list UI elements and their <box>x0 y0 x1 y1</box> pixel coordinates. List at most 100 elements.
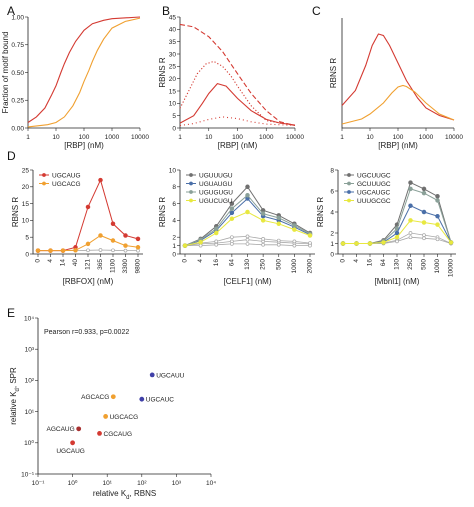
legend-marker <box>42 173 46 177</box>
panel-label-e: E <box>7 306 15 320</box>
data-point <box>230 242 234 246</box>
y-tick-label: 10¹ <box>25 409 35 416</box>
series-line-2 <box>27 17 141 128</box>
data-point <box>435 194 440 199</box>
y-tick-label: 1 <box>172 243 176 250</box>
y-tick-label: 0.75 <box>11 42 24 49</box>
panel-e: E 10⁻¹ 10⁰ 10¹ 10² 10³ 10⁴ 10⁻¹ 10⁰ 10¹ 10² 10³ 10⁴ U… <box>7 306 216 501</box>
pearson-annotation: Pearson r=0.933, p=0.0022 <box>44 329 129 336</box>
panel-d1: D 0 4 14 40 121 365 1100 3300 9800 0 5 10 15 20 25 UGCAU… <box>7 149 143 286</box>
data-point <box>85 204 91 210</box>
x-tick-label: 10⁴ <box>206 480 216 487</box>
data-point <box>198 243 203 248</box>
legend-marker <box>189 181 193 186</box>
data-point <box>408 186 413 192</box>
data-point <box>245 237 250 242</box>
data-point <box>110 238 116 243</box>
data-point <box>448 240 454 245</box>
y-tick-label: 6 <box>172 201 176 208</box>
y-tick-label: 2 <box>172 235 176 242</box>
series-line-1 <box>341 33 455 121</box>
x-tick-label: 10000 <box>445 134 463 141</box>
data-point <box>408 180 413 185</box>
data-point <box>276 215 282 221</box>
x-tick-label: 10⁰ <box>68 479 78 487</box>
y-axis-label: RBNS R <box>316 197 325 227</box>
series-line-2 <box>179 60 296 127</box>
x-tick-label: 130 <box>244 259 251 270</box>
data-point <box>276 242 281 247</box>
data-point <box>182 243 188 248</box>
y-tick-label: 0.00 <box>11 125 24 132</box>
data-point <box>48 248 53 253</box>
series-line-3 <box>179 82 296 126</box>
y-tick-label: 10 <box>169 101 177 108</box>
x-tick-label: 16 <box>367 259 374 267</box>
data-point <box>435 222 440 227</box>
legend-marker <box>347 190 351 194</box>
y-tick-label: 0.25 <box>11 98 24 105</box>
scatter-point-ugcaug <box>70 440 75 446</box>
legend-label-uguuugu: UGUUUGU <box>199 172 233 179</box>
data-point <box>214 239 219 244</box>
y-tick-label: 4 <box>330 209 334 216</box>
data-point <box>408 235 413 240</box>
data-point <box>394 234 400 240</box>
panel-label-c: C <box>312 4 321 18</box>
y-axis-label: relative Kd, SPR <box>9 367 21 425</box>
data-point <box>136 248 140 253</box>
data-point <box>307 233 313 238</box>
data-point <box>123 248 128 253</box>
legend-marker <box>189 190 193 194</box>
data-point <box>422 236 426 241</box>
legend-label-uguaugu: UGUAUGU <box>199 181 233 188</box>
x-tick-label: 0 <box>182 259 189 263</box>
data-point <box>367 241 373 246</box>
data-point <box>198 239 203 245</box>
point-label-cgcaug: CGCAUG <box>104 431 133 438</box>
panel-label-d1: D <box>7 149 16 163</box>
y-axis-label: RBNS R <box>158 197 167 227</box>
legend-marker <box>347 198 351 203</box>
data-point <box>435 237 440 242</box>
scatter-point-agcaug <box>76 426 82 432</box>
x-tick-label: 10¹ <box>102 480 112 487</box>
data-point <box>292 227 297 232</box>
data-point <box>408 231 413 235</box>
legend-marker <box>42 181 46 186</box>
data-point <box>276 221 282 227</box>
x-tick-label: 1000 <box>105 134 120 141</box>
data-point <box>292 223 297 228</box>
axes <box>32 170 143 255</box>
legend-label-gcuuugc: GCUUUGC <box>357 181 391 188</box>
data-point <box>35 248 41 253</box>
y-tick-label: 10² <box>25 378 35 385</box>
x-axis-label: [RBP] (nM) <box>378 141 418 150</box>
data-point <box>354 241 359 246</box>
data-point <box>229 206 235 211</box>
x-tick-label: 10 <box>52 134 60 141</box>
panel-label-a: A <box>7 4 15 18</box>
y-tick-label: 10⁻¹ <box>21 471 35 478</box>
x-tick-label: 64 <box>228 259 235 267</box>
x-tick-label: 2000 <box>307 259 314 274</box>
y-tick-label: 25 <box>169 64 177 71</box>
data-point <box>111 248 115 253</box>
data-point <box>123 233 128 238</box>
y-tick-label: 10⁰ <box>24 439 34 447</box>
x-tick-label: 14 <box>60 259 67 267</box>
x-tick-label: 365 <box>97 259 104 270</box>
x-axis-label: [RBP] (nM) <box>218 141 258 150</box>
legend-label-ugcaugc: UGCAUGC <box>357 189 391 196</box>
series-line-1 <box>38 178 139 252</box>
data-point <box>245 234 250 239</box>
point-label-ugcauc: UGCAUC <box>146 397 174 404</box>
x-axis-label: relative Kd, RBNS <box>93 489 156 501</box>
legend-label-uuugcgc: UUUGCGC <box>357 198 391 205</box>
y-axis-label: RBNS R <box>158 57 167 87</box>
legend-label-ugugugu: UGUGUGU <box>199 189 233 196</box>
x-tick-label: 10 <box>205 134 213 141</box>
y-tick-label: 10 <box>169 167 177 174</box>
y-tick-label: 25 <box>22 167 30 174</box>
data-point <box>60 248 66 253</box>
